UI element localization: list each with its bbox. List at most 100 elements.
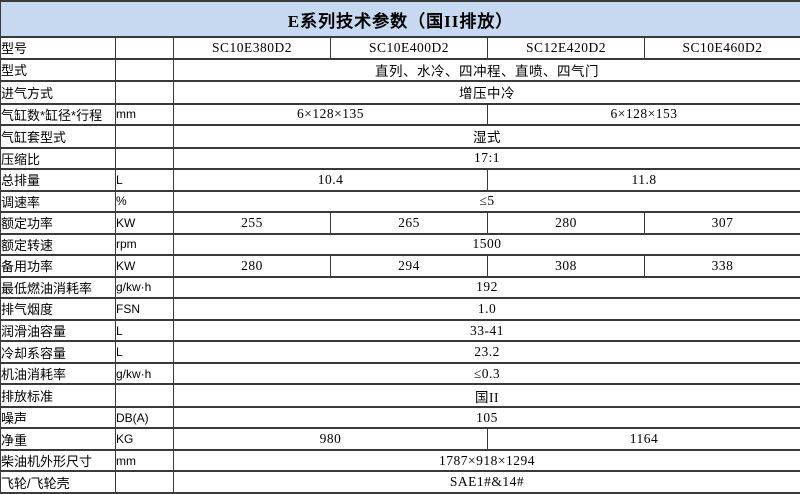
row-unit: [115, 80, 174, 105]
table-row: 调速率% ≤5: [0, 189, 800, 214]
table-row: 排气烟度 FSN 1.0: [0, 297, 800, 321]
table-row: 额定转速 rpm 1500: [0, 232, 800, 257]
spec-table-body: 型号 SC10E380D2 SC10E400D2 SC12E420D2 SC10E460…: [0, 36, 800, 494]
row-unit: FSN: [115, 297, 174, 321]
row-label: 备用功率: [0, 254, 116, 278]
row-unit: L: [115, 340, 174, 364]
table-row: 气缸数*缸径*行程 mm 6×128×135 6×128×153: [0, 102, 800, 127]
row-label: 进气方式: [0, 80, 116, 105]
row-unit: [115, 36, 174, 60]
table-row: 最低燃油消耗率 g/kw·h 192: [0, 275, 800, 300]
spec-value-cell: 308: [487, 254, 645, 278]
table-row: 额定功率 KW 255 265 280 307: [0, 211, 800, 235]
spec-value-cell: SC10E400D2: [330, 36, 488, 60]
row-unit: [115, 124, 174, 149]
spec-value-cell: ≤5: [172, 189, 800, 214]
row-unit: [115, 57, 174, 83]
row-unit: mm: [115, 448, 174, 473]
row-label: 调速率: [0, 189, 116, 214]
table-row: 噪声 DB(A) 105: [0, 405, 800, 430]
row-label: 冷却系容量: [0, 340, 116, 364]
spec-value-cell: 增压中冷: [172, 80, 800, 105]
spec-value-cell: 980: [173, 427, 488, 451]
spec-value-cell: 192: [172, 275, 800, 300]
spec-value-cell: 105: [172, 405, 800, 430]
spec-value-cell: 11.8: [486, 168, 800, 192]
spec-value-cell: ≤0.3: [172, 361, 800, 386]
spec-value-cell: 280: [173, 254, 331, 278]
table-row: 进气方式 增压中冷: [0, 80, 800, 105]
table-row: 备用功率 KW 280 294 308 338: [0, 254, 800, 278]
row-unit: KW: [115, 254, 174, 278]
row-label: 最低燃油消耗率: [0, 275, 116, 300]
spec-value-cell: 294: [330, 254, 488, 278]
row-label: 额定转速: [0, 232, 116, 257]
table-row: 型号 SC10E380D2 SC10E400D2 SC12E420D2 SC10E460…: [0, 36, 800, 60]
spec-value-cell: 255: [173, 211, 331, 235]
row-label: 噪声: [0, 405, 116, 430]
table-row: 飞轮/飞轮壳 SAE1#&14#: [0, 470, 800, 494]
row-label: 气缸套型式: [0, 124, 116, 149]
row-unit: [115, 146, 174, 171]
row-label: 压缩比: [0, 146, 116, 171]
spec-value-cell: 6×128×135: [173, 102, 488, 127]
table-row: 排放标准 国II: [0, 383, 800, 408]
row-unit: L: [115, 168, 174, 192]
row-unit: KG: [115, 427, 174, 451]
table-row: 冷却系容量 L 23.2: [0, 340, 800, 364]
row-unit: %: [115, 189, 174, 214]
spec-value-cell: 33-41: [172, 318, 800, 343]
row-label: 排气烟度: [0, 297, 116, 321]
page-title: E系列技术参数（国II排放）: [0, 0, 800, 38]
spec-value-cell: 17:1: [172, 146, 800, 171]
row-label: 排放标准: [0, 383, 116, 408]
spec-value-cell: 1.0: [172, 297, 800, 321]
row-unit: KW: [115, 211, 174, 235]
table-row: 净重 KG 980 1164: [0, 427, 800, 451]
table-row: 气缸套型式 湿式: [0, 124, 800, 149]
table-row: 压缩比 17:1: [0, 146, 800, 171]
row-unit: L: [115, 318, 174, 343]
table-row: 润滑油容量 L 33-41: [0, 318, 800, 343]
spec-value-cell: 国II: [172, 383, 800, 408]
spec-value-cell: 1787×918×1294: [172, 448, 800, 473]
spec-value-cell: SC12E420D2: [487, 36, 645, 60]
spec-value-cell: 湿式: [172, 124, 800, 149]
spec-value-cell: 338: [643, 254, 800, 278]
table-row: 机油消耗率 g/kw·h ≤0.3: [0, 361, 800, 386]
spec-value-cell: 10.4: [173, 168, 488, 192]
row-unit: g/kw·h: [115, 361, 174, 386]
spec-value-cell: SC10E460D2: [643, 36, 800, 60]
row-unit: g/kw·h: [115, 275, 174, 300]
row-unit: [115, 383, 174, 408]
spec-value-cell: SAE1#&14#: [172, 470, 800, 494]
spec-value-cell: 1164: [486, 427, 800, 451]
row-label: 型号: [0, 36, 116, 60]
spec-value-cell: 直列、水冷、四冲程、直喷、四气门: [172, 57, 800, 83]
row-unit: [115, 470, 174, 494]
row-label: 柴油机外形尺寸: [0, 448, 116, 473]
spec-value-cell: 6×128×153: [486, 102, 800, 127]
table-row: 型式 直列、水冷、四冲程、直喷、四气门: [0, 57, 800, 83]
spec-value-cell: 307: [643, 211, 800, 235]
title-row: E系列技术参数（国II排放）: [0, 0, 800, 38]
row-unit: DB(A): [115, 405, 174, 430]
spec-value-cell: 265: [330, 211, 488, 235]
table-row: 柴油机外形尺寸 mm 1787×918×1294: [0, 448, 800, 473]
row-label: 总排量: [0, 168, 116, 192]
spec-value-cell: 280: [487, 211, 645, 235]
row-label: 润滑油容量: [0, 318, 116, 343]
row-label: 气缸数*缸径*行程: [0, 102, 116, 127]
row-label: 额定功率: [0, 211, 116, 235]
row-label: 飞轮/飞轮壳: [0, 470, 116, 494]
row-label: 机油消耗率: [0, 361, 116, 386]
row-unit: rpm: [115, 232, 174, 257]
table-row: 总排量 L 10.4 11.8: [0, 168, 800, 192]
row-unit: mm: [115, 102, 174, 127]
row-label: 型式: [0, 57, 116, 83]
spec-value-cell: 23.2: [172, 340, 800, 364]
spec-value-cell: SC10E380D2: [173, 36, 331, 60]
row-label: 净重: [0, 427, 116, 451]
